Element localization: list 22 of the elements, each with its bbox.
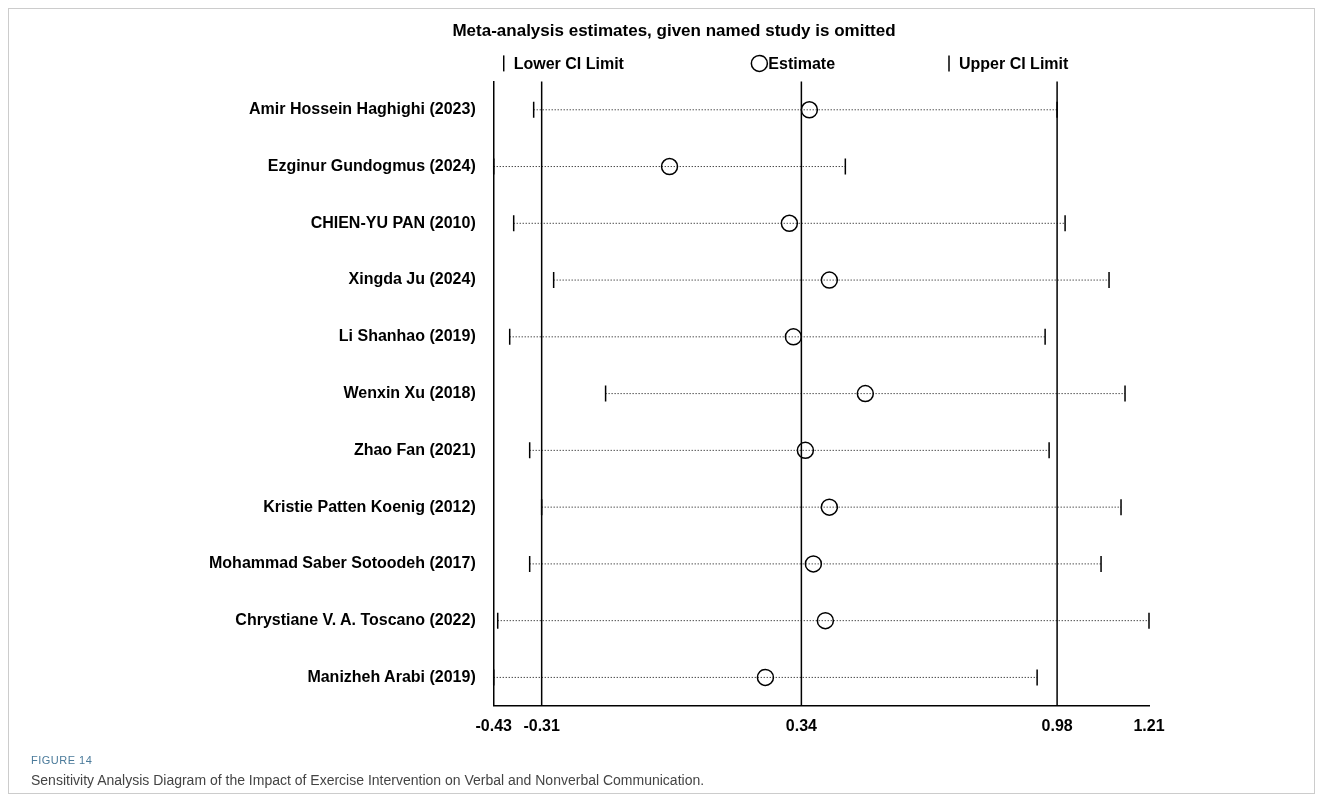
x-tick-label: 0.98 (1041, 716, 1073, 734)
y-tick-label: Amir Hossein Haghighi (2023) (249, 100, 476, 118)
y-tick-label: Ezginur Gundogmus (2024) (267, 156, 476, 174)
y-tick-label: Zhao Fan (2021) (353, 440, 476, 458)
text: Lower CI Limit (513, 54, 625, 72)
y-tick-label: Wenxin Xu (2018) (343, 384, 476, 402)
y-tick-label: Xingda Ju (2024) (348, 270, 476, 288)
y-tick-label: Chrystiane V. A. Toscano (2022) (235, 611, 476, 629)
y-tick-label: Kristie Patten Koenig (2012) (263, 497, 476, 515)
x-tick-label: 0.34 (785, 716, 818, 734)
x-tick-label: 1.21 (1133, 716, 1165, 734)
y-tick-label: Mohammad Saber Sotoodeh (2017) (209, 554, 476, 572)
text: Upper CI Limit (959, 54, 1070, 72)
chart-title: Meta-analysis estimates, given named study is omitted (452, 20, 896, 40)
caption: FIGURE 14 (31, 754, 94, 766)
x-tick-label: -0.43 (475, 716, 513, 734)
x-tick-label: -0.31 (523, 716, 560, 734)
y-tick-label: Li Shanhao (2019) (338, 327, 476, 345)
y-tick-label: CHIEN-YU PAN (2010) (310, 213, 476, 231)
text: Sensitivity Analysis Diagram of the Impact of Exercise Intervention on Verbal and Nonverbal Communication. (31, 772, 705, 788)
y-tick-label: Manizheh Arabi (2019) (307, 667, 476, 685)
legend-label: Estimate (768, 54, 836, 72)
